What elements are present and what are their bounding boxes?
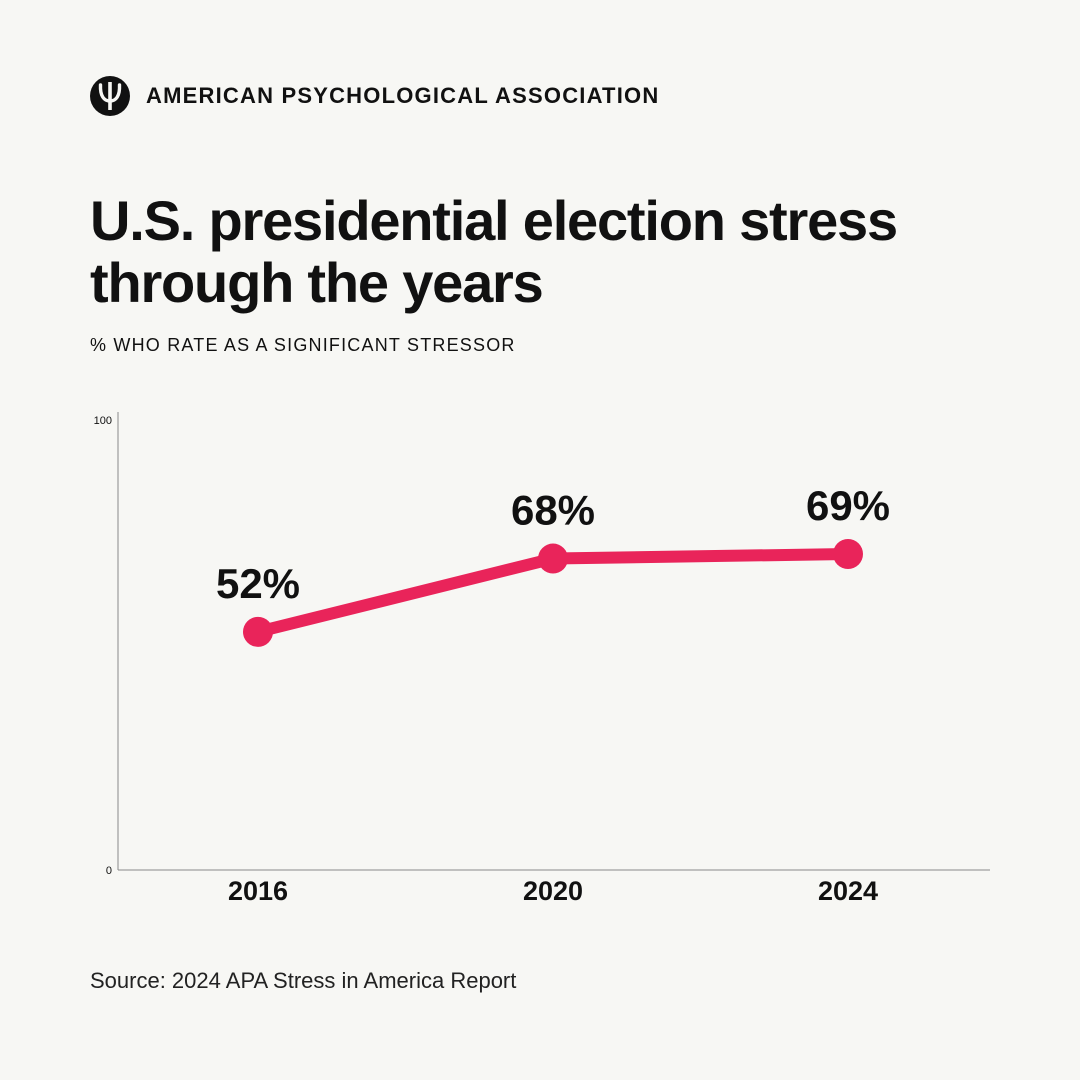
x-tick-label-2024: 2024 <box>818 876 878 906</box>
chart-subtitle: % WHO RATE AS A SIGNIFICANT STRESSOR <box>90 335 516 355</box>
y-tick-label-top: 100 <box>94 415 112 427</box>
data-point-2016 <box>243 616 273 647</box>
brand-name: AMERICAN PSYCHOLOGICAL ASSOCIATION <box>146 83 660 108</box>
data-label-2016: 52% <box>216 560 300 607</box>
chart-title: U.S. presidential election stress throug… <box>90 189 898 314</box>
data-label-2024: 69% <box>806 482 890 529</box>
brand-header: AMERICAN PSYCHOLOGICAL ASSOCIATION <box>90 76 659 116</box>
data-point-2024 <box>833 538 863 569</box>
psi-icon <box>90 76 130 116</box>
x-tick-label-2020: 2020 <box>523 876 583 906</box>
data-point-2020 <box>538 543 568 574</box>
source-note: Source: 2024 APA Stress in America Repor… <box>90 968 517 993</box>
y-tick-label-bottom: 0 <box>106 865 112 877</box>
data-label-2020: 68% <box>511 487 595 534</box>
x-tick-label-2016: 2016 <box>228 876 288 906</box>
